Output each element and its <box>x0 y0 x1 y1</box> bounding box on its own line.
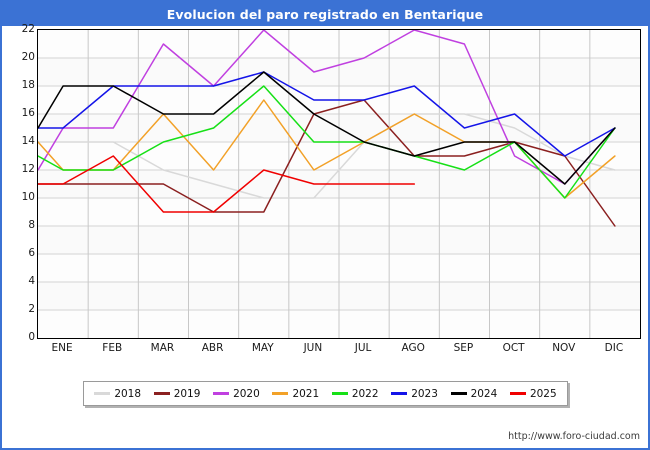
series-line-2018 <box>38 113 616 199</box>
legend-item-2025[interactable]: 2025 <box>509 387 557 400</box>
x-axis-tick-label: MAY <box>251 342 274 354</box>
y-axis-tick-label: 4 <box>28 275 35 287</box>
y-axis-tick-label: 6 <box>28 247 35 259</box>
legend-label: 2019 <box>173 387 201 400</box>
x-axis-tick-label: OCT <box>502 342 525 354</box>
legend-swatch-icon <box>331 392 348 395</box>
y-axis-tick-label: 0 <box>28 331 35 343</box>
x-axis-tick-label: JUL <box>354 342 372 354</box>
y-axis-tick-label: 8 <box>28 219 35 231</box>
x-axis-tick-label: ABR <box>201 342 224 354</box>
legend-swatch-icon <box>450 392 467 395</box>
legend-label: 2022 <box>351 387 379 400</box>
x-axis-tick-label: FEB <box>102 342 123 354</box>
series-line-2025 <box>38 155 416 213</box>
series-canvas <box>38 30 640 338</box>
x-axis-tick-label: DIC <box>604 342 624 354</box>
x-axis-tick-label: NOV <box>552 342 576 354</box>
legend-swatch-icon <box>272 392 289 395</box>
x-axis-tick-label: JUN <box>303 342 323 354</box>
x-axis-tick-label: SEP <box>453 342 474 354</box>
legend-label: 2025 <box>529 387 557 400</box>
y-axis-tick-label: 2 <box>28 303 35 315</box>
legend-label: 2023 <box>411 387 438 400</box>
legend-item-2023[interactable]: 2023 <box>391 388 438 400</box>
y-axis-tick-label: 18 <box>21 79 35 91</box>
page-title: Evolucion del paro registrado en Bentari… <box>166 6 484 22</box>
plot-area <box>37 29 641 339</box>
series-line-2020 <box>38 30 616 185</box>
source-url: http://www.foro-ciudad.com <box>508 431 640 442</box>
series-line-2024 <box>38 71 616 185</box>
legend-label: 2021 <box>292 387 320 400</box>
legend-swatch-icon <box>94 392 111 395</box>
legend-label: 2020 <box>233 387 260 400</box>
y-axis: 0 2 4 6 8 10 12 14 16 18 20 22 <box>2 24 35 343</box>
x-axis-tick-label: ENE <box>51 342 73 354</box>
x-axis-tick-label: AGO <box>401 342 425 354</box>
legend: 2018 2019 2020 2021 2022 2023 2024 2025 <box>83 381 568 406</box>
legend-item-2019[interactable]: 2019 <box>153 387 201 400</box>
legend-swatch-icon <box>391 392 408 395</box>
x-axis-tick-label: MAR <box>150 342 175 354</box>
legend-item-2020[interactable]: 2020 <box>213 388 260 400</box>
legend-label: 2018 <box>114 387 142 400</box>
legend-item-2021[interactable]: 2021 <box>272 388 319 400</box>
legend-swatch-icon <box>153 392 170 395</box>
window-title-bar: Evolucion del paro registrado en Bentari… <box>2 2 648 26</box>
chart-container: 0 2 4 6 8 10 12 14 16 18 20 22 ENE FEB MAR ABR MAY JUN JU… <box>2 24 648 356</box>
x-axis: ENE FEB MAR ABR MAY JUN JUL AGO SEP OCT NOV DIC <box>37 340 639 360</box>
legend-item-2018[interactable]: 2018 <box>94 388 141 400</box>
y-axis-tick-label: 22 <box>21 23 35 35</box>
y-axis-tick-label: 16 <box>21 107 35 119</box>
y-axis-tick-label: 12 <box>21 163 35 175</box>
legend-item-2022[interactable]: 2022 <box>331 387 379 400</box>
y-axis-tick-label: 20 <box>21 51 35 63</box>
y-axis-tick-label: 14 <box>21 135 35 147</box>
y-axis-tick-label: 10 <box>21 191 35 203</box>
legend-swatch-icon <box>213 392 230 395</box>
legend-swatch-icon <box>509 392 526 395</box>
legend-label: 2024 <box>470 387 498 400</box>
legend-item-2024[interactable]: 2024 <box>450 387 498 400</box>
